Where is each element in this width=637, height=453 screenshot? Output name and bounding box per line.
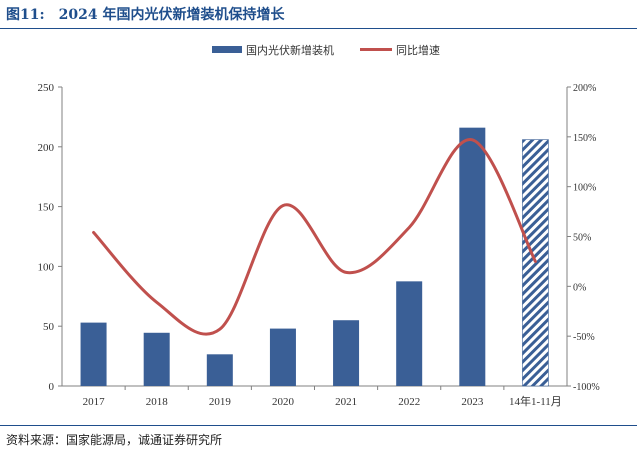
bar	[80, 322, 107, 386]
y-right-tick-label: -100%	[573, 382, 600, 393]
bar	[143, 332, 170, 386]
figure-number: 图11:	[6, 7, 45, 23]
legend-bar-label: 国内光伏新增装机	[246, 43, 334, 57]
source-rule	[0, 425, 637, 426]
legend-line-label: 同比增速	[396, 43, 440, 57]
y-left-tick-label: 50	[43, 321, 55, 333]
bar	[459, 127, 486, 386]
x-tick-label: 2018	[146, 396, 169, 408]
x-tick-label: 14年1-11月	[509, 394, 562, 408]
growth-line	[92, 138, 537, 336]
y-right-tick-label: 150%	[573, 133, 596, 144]
bars	[80, 127, 549, 387]
y-right-tick-label: 100%	[573, 183, 596, 194]
legend: 国内光伏新增装机 同比增速	[212, 43, 440, 57]
x-tick-label: 2022	[398, 396, 420, 408]
bar	[269, 328, 296, 386]
y-left-tick-label: 200	[38, 142, 55, 154]
title-rule	[0, 28, 637, 29]
bar	[396, 281, 423, 386]
x-tick-label: 2017	[83, 396, 106, 408]
y-left-tick-label: 250	[38, 82, 55, 94]
x-tick-labels: 2017 2018 2019 2020 2021 2022 2023 14年1-11月	[83, 394, 562, 408]
x-tick-label: 2023	[461, 396, 484, 408]
figure-title: 图11: 2024 年国内光伏新增装机保持增长	[6, 4, 285, 24]
y-left-tick-label: 0	[49, 381, 55, 393]
figure-title-text: 2024 年国内光伏新增装机保持增长	[58, 7, 285, 23]
axes: 0 50 100 150 200 250 -100% -50% 0% 50% 100% 150% 200…	[38, 82, 600, 393]
legend-bar-swatch	[212, 46, 242, 53]
y-right-tick-label: 0%	[573, 282, 586, 293]
bar	[333, 320, 360, 386]
y-right-tick-label: -50%	[573, 332, 595, 343]
y-right-tick-label: 200%	[573, 83, 596, 94]
x-tick-label: 2019	[209, 396, 232, 408]
x-tick-label: 2021	[335, 396, 357, 408]
x-tick-label: 2020	[272, 396, 295, 408]
y-left-tick-label: 100	[38, 261, 55, 273]
source-note: 资料来源：国家能源局，诚通证券研究所	[6, 433, 223, 447]
y-left-tick-label: 150	[38, 202, 55, 214]
y-right-tick-label: 50%	[573, 233, 591, 244]
bar	[206, 354, 233, 386]
